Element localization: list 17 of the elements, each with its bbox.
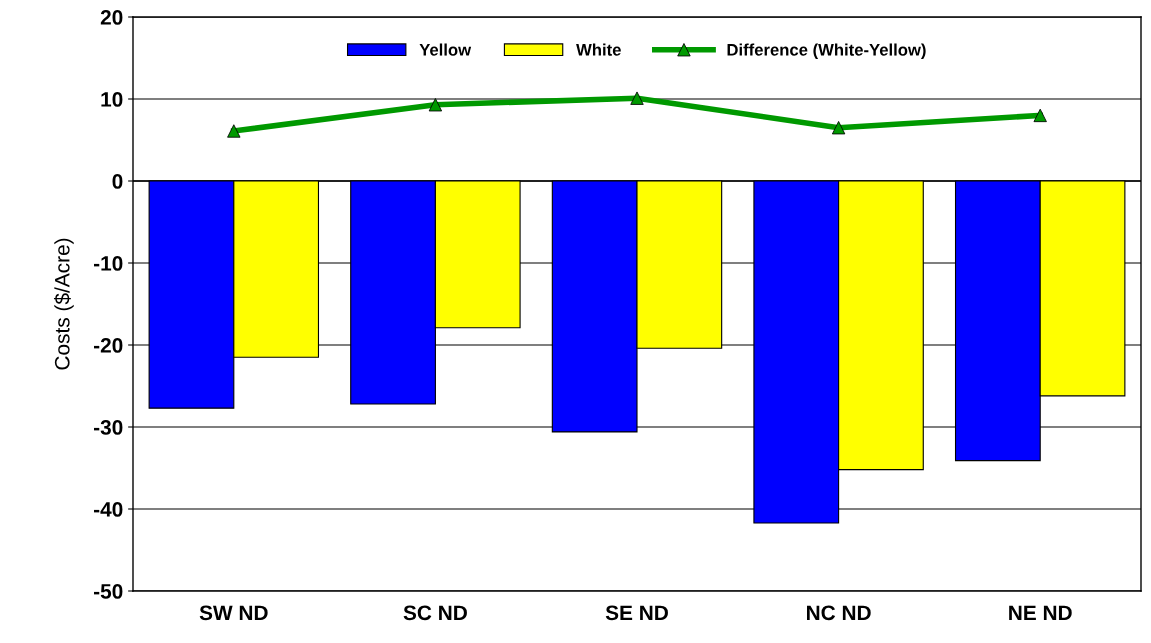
y-tick-label: -20 xyxy=(93,338,123,353)
y-axis-title: Costs ($/Acre) xyxy=(53,238,74,370)
x-tick-label: NC ND xyxy=(807,605,871,621)
x-tick-label: SC ND xyxy=(403,605,467,621)
x-tick-label: NE ND xyxy=(1009,605,1072,620)
legend-label: Difference (White-Yellow) xyxy=(727,43,926,60)
x-tick-label: SE ND xyxy=(605,605,668,621)
y-tick-label: -30 xyxy=(93,420,123,435)
y-tick-label: -40 xyxy=(93,502,123,517)
legend-label: White xyxy=(576,43,621,56)
y-tick-label: 0 xyxy=(112,174,123,189)
legend-label: Yellow xyxy=(419,43,472,56)
y-tick-label: 20 xyxy=(100,10,123,25)
y-tick-label: -50 xyxy=(93,584,123,599)
y-tick-label: -10 xyxy=(93,256,123,271)
y-tick-label: 10 xyxy=(101,92,123,107)
x-tick-label: SW ND xyxy=(199,605,268,621)
